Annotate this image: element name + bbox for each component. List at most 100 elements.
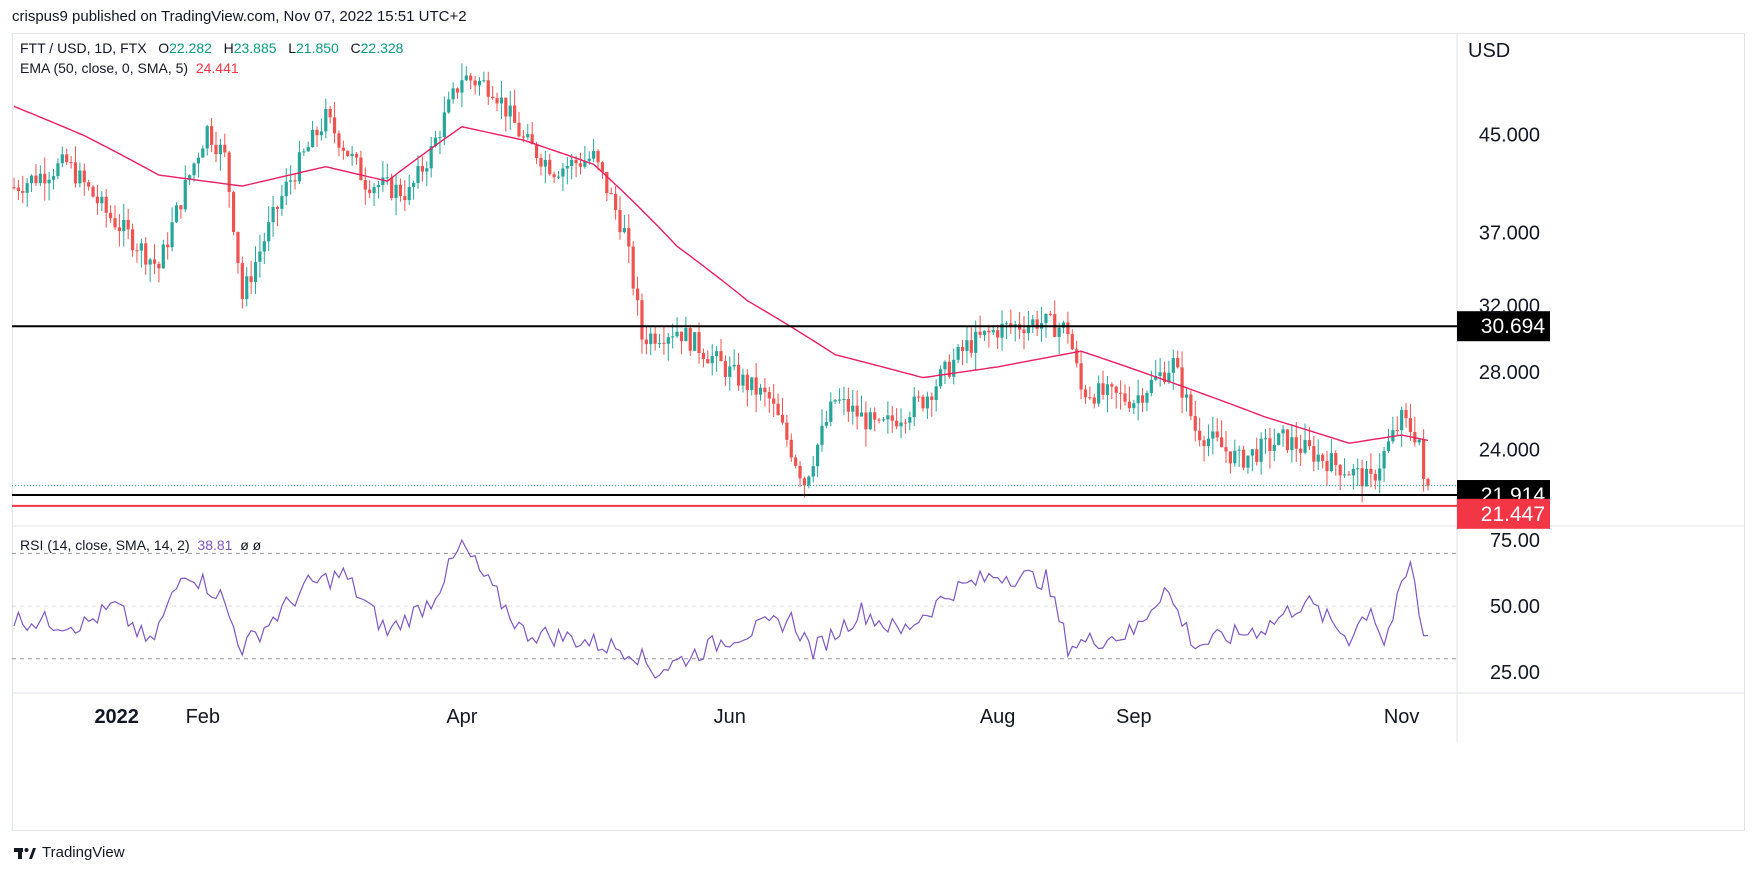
- candle-body: [627, 228, 631, 247]
- candle-body: [772, 398, 776, 404]
- candle-body: [671, 336, 675, 338]
- candle-body: [934, 386, 938, 400]
- candle-body: [249, 276, 253, 283]
- candle-body: [526, 134, 530, 138]
- candle-body: [1092, 397, 1096, 404]
- candle-body: [662, 342, 666, 344]
- candle-body: [1334, 453, 1338, 466]
- time-tick-label: Apr: [446, 706, 477, 728]
- candle-body: [1140, 395, 1145, 403]
- level-badge: [1457, 311, 1550, 342]
- candle-body: [1241, 449, 1246, 468]
- candle-body: [504, 97, 508, 117]
- candle-body: [609, 193, 613, 195]
- candle-body: [851, 405, 855, 412]
- candle-body: [570, 159, 574, 167]
- candle-body: [376, 185, 381, 188]
- candle-body: [1259, 438, 1263, 462]
- candle-body: [1268, 438, 1272, 451]
- candle-body: [455, 88, 460, 93]
- candle-body: [763, 387, 767, 393]
- candle-body: [271, 206, 275, 223]
- candle-body: [644, 339, 648, 345]
- candle-body: [1303, 440, 1307, 453]
- candle-body: [1097, 383, 1101, 404]
- candle-body: [1114, 386, 1118, 393]
- candle-body: [750, 377, 754, 390]
- candle-body: [1364, 468, 1369, 487]
- candle-body: [394, 184, 398, 198]
- candle-body: [1110, 384, 1114, 387]
- candle-body: [262, 241, 266, 252]
- candle-body: [1075, 349, 1079, 364]
- candle-body: [460, 80, 464, 93]
- candle-body: [877, 419, 881, 421]
- candle-body: [1255, 449, 1259, 462]
- candle-body: [969, 340, 973, 353]
- candle-body: [1250, 449, 1254, 456]
- candle-body: [183, 179, 187, 210]
- candle-body: [758, 387, 763, 395]
- candle-body: [451, 88, 455, 100]
- candle-body: [802, 478, 807, 486]
- candle-body: [350, 153, 354, 156]
- candle-body: [1329, 453, 1333, 472]
- candle-body: [109, 212, 113, 219]
- rsi-label: RSI (14, close, SMA, 14, 2): [20, 537, 190, 553]
- candle-body: [1342, 474, 1347, 476]
- ema-line: [13, 105, 1429, 444]
- candle-body: [1290, 437, 1294, 451]
- candle-body: [122, 219, 126, 232]
- candle-body: [1189, 394, 1193, 417]
- candle-body: [1294, 437, 1298, 449]
- candle-body: [188, 175, 192, 180]
- close-value: 22.328: [360, 40, 404, 56]
- rsi-legend[interactable]: RSI (14, close, SMA, 14, 2) 38.81 ø ø: [20, 537, 261, 553]
- candle-body: [1321, 454, 1325, 461]
- price-tick-label: 32.000: [1479, 295, 1540, 317]
- candle-body: [25, 183, 29, 193]
- level-badge: [1457, 498, 1550, 529]
- level-badge-label: 30.694: [1481, 315, 1546, 338]
- candle-body: [1220, 437, 1224, 448]
- rsi-tick-label: 25.00: [1490, 662, 1540, 684]
- time-tick-label: Jun: [714, 706, 746, 728]
- candle-body: [469, 75, 473, 81]
- candle-body: [1422, 439, 1426, 479]
- candle-body: [56, 163, 60, 177]
- symbol-label[interactable]: FTT / USD, 1D, FTX: [20, 40, 147, 56]
- candle-body: [960, 346, 965, 351]
- footer-brand[interactable]: TradingView: [42, 844, 125, 861]
- candle-body: [952, 359, 956, 377]
- candle-body: [275, 206, 280, 209]
- candle-body: [701, 353, 706, 360]
- candle-body: [780, 414, 785, 423]
- candle-body: [1272, 444, 1276, 451]
- candle-body: [1307, 440, 1312, 447]
- candle-body: [987, 330, 991, 333]
- candle-body: [152, 259, 157, 264]
- candle-body: [302, 151, 306, 153]
- candle-body: [974, 331, 978, 353]
- candle-body: [982, 330, 987, 335]
- low-value: 21.850: [296, 40, 339, 56]
- candle-body: [403, 196, 407, 201]
- candle-body: [196, 157, 201, 164]
- candle-body: [1022, 329, 1026, 334]
- candle-body: [407, 187, 411, 201]
- candle-body: [521, 136, 525, 138]
- candle-body: [719, 351, 723, 362]
- ema-legend[interactable]: EMA (50, close, 0, SMA, 5) 24.441: [20, 60, 239, 76]
- candle-body: [868, 412, 872, 430]
- candle-body: [65, 154, 69, 163]
- candle-body: [297, 152, 302, 182]
- candle-body: [368, 189, 372, 194]
- candle-body: [925, 396, 929, 409]
- candle-body: [1136, 395, 1140, 404]
- candle-body: [1325, 460, 1329, 472]
- candle-body: [1154, 376, 1158, 380]
- high-label: H: [223, 40, 234, 56]
- candle-body: [833, 400, 837, 402]
- candle-body: [679, 331, 684, 342]
